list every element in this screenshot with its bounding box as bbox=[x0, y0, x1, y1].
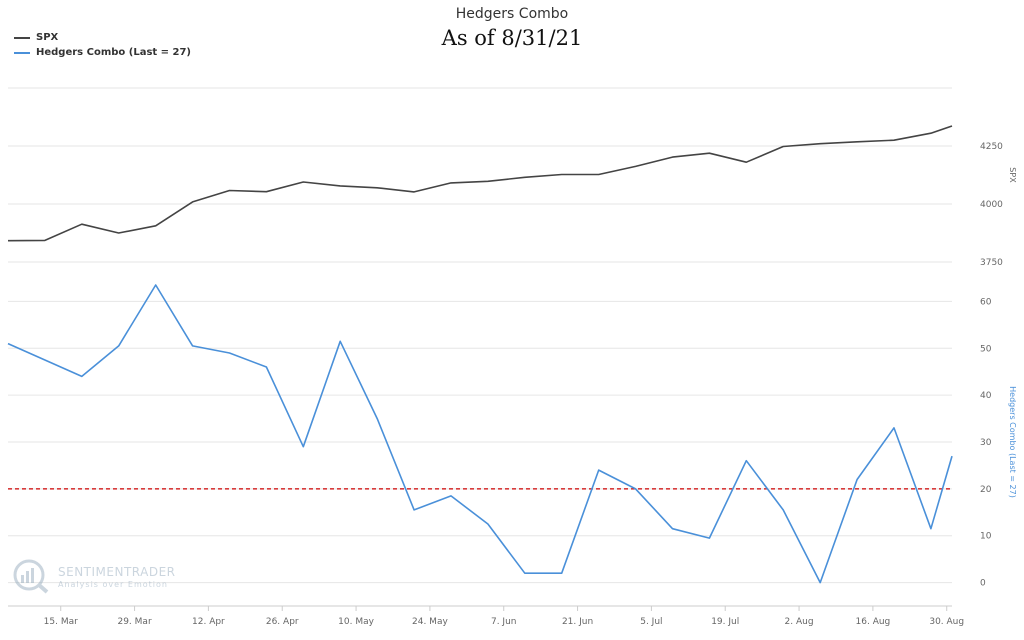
x-tick-label: 5. Jul bbox=[640, 617, 662, 627]
series-layer bbox=[7, 125, 953, 584]
grid-layer bbox=[8, 87, 952, 584]
y-tick-label: 20 bbox=[980, 485, 992, 495]
chart-title: Hedgers Combo bbox=[455, 6, 569, 22]
x-tick-label: 19. Jul bbox=[711, 617, 739, 627]
legend-swatch-hedgers-combo bbox=[14, 51, 30, 54]
x-tick-label: 16. Aug bbox=[856, 617, 891, 627]
y-axis-title: Hedgers Combo (Last = 27) bbox=[1008, 386, 1017, 498]
x-tick-label: 2. Aug bbox=[785, 617, 814, 627]
y-tick-label: 60 bbox=[980, 297, 992, 307]
legend-swatch-spx bbox=[14, 36, 30, 39]
legend-item-hedgers-combo[interactable]: Hedgers Combo (Last = 27) bbox=[14, 45, 191, 60]
sentimentrader-logo-icon bbox=[13, 559, 49, 594]
x-tick-label: 12. Apr bbox=[192, 617, 225, 627]
x-tick-label: 30. Aug bbox=[929, 617, 964, 627]
legend-label-spx: SPX bbox=[36, 32, 59, 43]
y-tick-label: 4000 bbox=[980, 200, 1003, 210]
x-tick-label: 29. Mar bbox=[117, 617, 151, 627]
y-tick-label: 40 bbox=[980, 391, 992, 401]
series-line-spx bbox=[7, 125, 953, 242]
y-tick-label: 10 bbox=[980, 532, 992, 542]
y-tick-label: 30 bbox=[980, 438, 992, 448]
x-tick-label: 10. May bbox=[338, 617, 374, 627]
axis-layer: 3750 4000 4250 SPX 0 10 20 30 40 50 60 Hedgers Comb… bbox=[8, 142, 1017, 627]
x-tick-label: 21. Jun bbox=[562, 617, 593, 627]
x-tick-label: 15. Mar bbox=[44, 617, 78, 627]
x-tick-label: 24. May bbox=[412, 617, 448, 627]
y-tick-label: 3750 bbox=[980, 258, 1003, 268]
x-tick-label: 26. Apr bbox=[266, 617, 299, 627]
watermark-brand: SENTIMENTRADER bbox=[58, 565, 176, 579]
series-line-hedgers-combo bbox=[7, 284, 953, 584]
y-tick-label: 50 bbox=[980, 344, 992, 354]
y-tick-label: 4250 bbox=[980, 142, 1003, 152]
legend-label-hedgers-combo: Hedgers Combo (Last = 27) bbox=[36, 47, 192, 58]
y-tick-label: 0 bbox=[980, 579, 986, 589]
legend: SPX Hedgers Combo (Last = 27) bbox=[14, 30, 191, 60]
legend-item-spx[interactable]: SPX bbox=[14, 30, 191, 45]
watermark-tagline: Analysis over Emotion bbox=[58, 580, 168, 589]
chart-subtitle: As of 8/31/21 bbox=[441, 26, 583, 50]
x-tick-label: 7. Jun bbox=[491, 617, 517, 627]
y-axis-title: SPX bbox=[1008, 167, 1017, 183]
